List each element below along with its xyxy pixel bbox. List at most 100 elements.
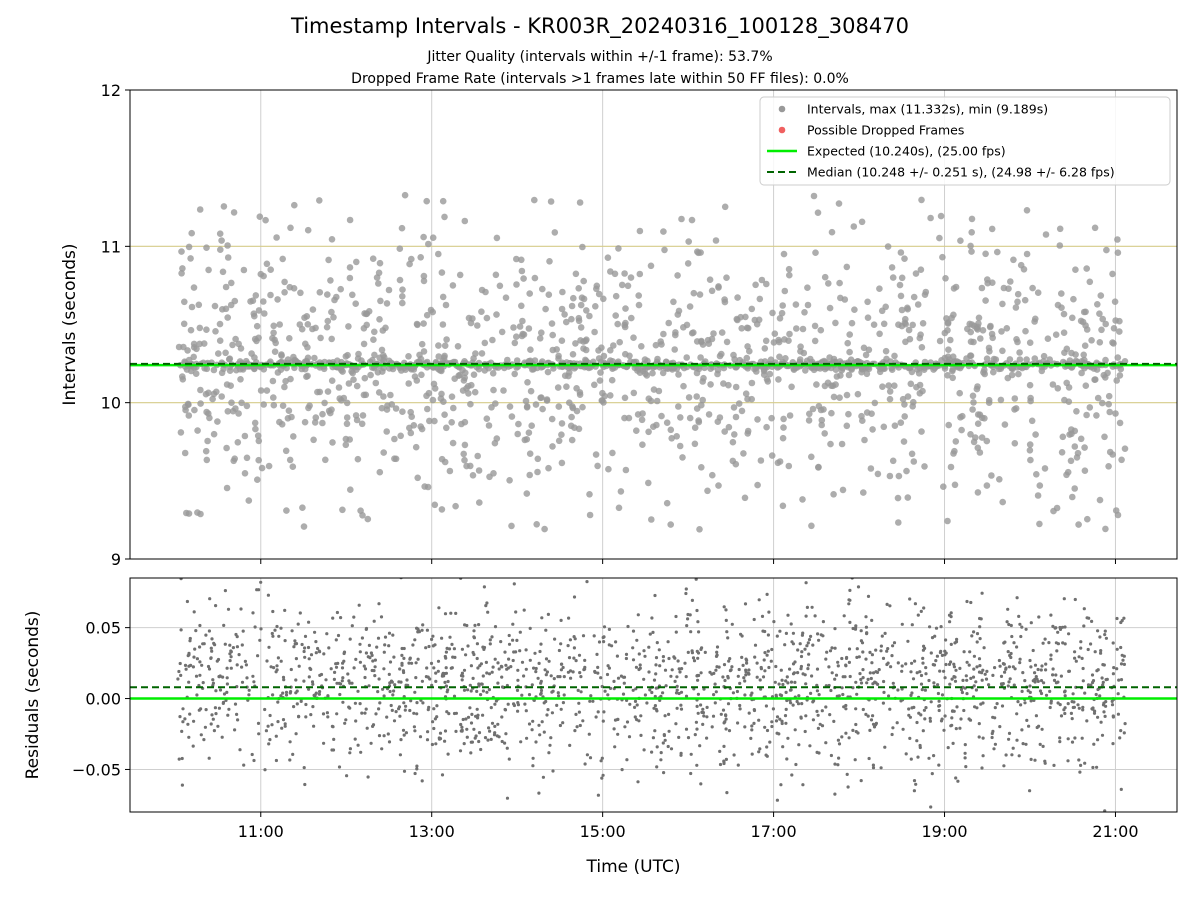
interval-point [994, 248, 1001, 256]
interval-point [376, 468, 384, 476]
residual-point [334, 662, 338, 666]
residual-point [622, 681, 626, 685]
residual-point [192, 655, 196, 659]
residual-point [747, 668, 751, 672]
interval-point [376, 259, 384, 267]
residual-point [1063, 690, 1067, 694]
residual-point [317, 692, 321, 696]
residual-point [844, 731, 848, 735]
residual-point [302, 766, 306, 770]
residual-point [293, 642, 297, 646]
interval-point [944, 517, 951, 525]
interval-point [649, 369, 656, 377]
interval-point [1026, 381, 1034, 389]
interval-point [353, 382, 361, 390]
residual-point [1052, 678, 1057, 683]
residual-point [978, 637, 982, 641]
residual-point [1029, 699, 1033, 703]
residual-point [413, 729, 417, 733]
interval-point [380, 393, 387, 400]
residual-point [303, 782, 307, 787]
residual-point [373, 658, 377, 662]
residual-point [445, 646, 449, 651]
residual-point [413, 690, 417, 694]
residual-point [846, 785, 850, 789]
interval-point [838, 366, 846, 374]
interval-point [534, 455, 542, 463]
residual-point [445, 710, 449, 714]
interval-point [355, 350, 362, 358]
interval-point [660, 330, 667, 338]
residual-point [780, 721, 784, 726]
residual-point [217, 706, 221, 710]
residual-point [1104, 678, 1108, 682]
residual-point [367, 643, 371, 648]
residual-point [560, 662, 564, 666]
interval-point [321, 399, 328, 407]
interval-point [768, 414, 775, 422]
interval-point [786, 330, 793, 338]
residual-point [870, 661, 874, 665]
residual-point [566, 644, 570, 648]
residual-point [1002, 764, 1006, 768]
residual-point [700, 710, 704, 715]
residual-point [1100, 733, 1105, 737]
residual-point [964, 674, 968, 678]
interval-point [346, 264, 354, 271]
residual-point [1039, 668, 1043, 672]
residual-point [950, 709, 955, 713]
residual-point [1028, 789, 1032, 793]
interval-point [309, 325, 316, 333]
residual-point [793, 680, 797, 685]
residual-point [585, 753, 590, 757]
residual-point [1098, 694, 1102, 698]
interval-point [342, 441, 350, 449]
residual-point [490, 721, 495, 725]
interval-point [945, 346, 952, 354]
residual-point [722, 721, 726, 725]
interval-point [897, 249, 905, 256]
residual-point [465, 735, 469, 739]
residual-point [615, 654, 620, 658]
interval-point [576, 391, 584, 399]
residual-point [1000, 704, 1005, 708]
interval-point [832, 366, 840, 374]
residual-point [738, 703, 742, 708]
interval-point [786, 412, 794, 419]
interval-point [375, 389, 383, 396]
residual-point [284, 693, 289, 697]
interval-point [561, 311, 568, 318]
residual-point [881, 656, 886, 661]
residual-point [462, 668, 467, 672]
residual-point [719, 712, 723, 716]
interval-point [677, 414, 684, 421]
interval-point [536, 335, 544, 342]
interval-point [1099, 315, 1106, 323]
interval-point [889, 274, 897, 281]
residual-point [524, 667, 528, 671]
interval-point [1058, 449, 1066, 456]
residual-point [181, 720, 185, 724]
residual-point [211, 678, 215, 682]
interval-point [1021, 296, 1029, 304]
residual-point [673, 679, 677, 684]
residual-point [309, 653, 314, 657]
interval-point [583, 307, 590, 314]
residual-point [376, 690, 380, 694]
interval-point [1016, 349, 1023, 356]
residual-point [612, 679, 616, 684]
interval-point [1040, 352, 1048, 360]
interval-point [779, 434, 787, 442]
residual-point [854, 624, 858, 628]
interval-point [316, 289, 324, 296]
residual-point [784, 690, 788, 695]
interval-point [833, 373, 841, 380]
residual-point [913, 659, 917, 663]
residual-point [1067, 632, 1071, 636]
residual-point [567, 656, 572, 660]
interval-point [234, 439, 242, 446]
residual-point [358, 650, 362, 654]
residual-point [870, 653, 875, 657]
residual-point [859, 677, 863, 682]
interval-point [1114, 511, 1122, 519]
